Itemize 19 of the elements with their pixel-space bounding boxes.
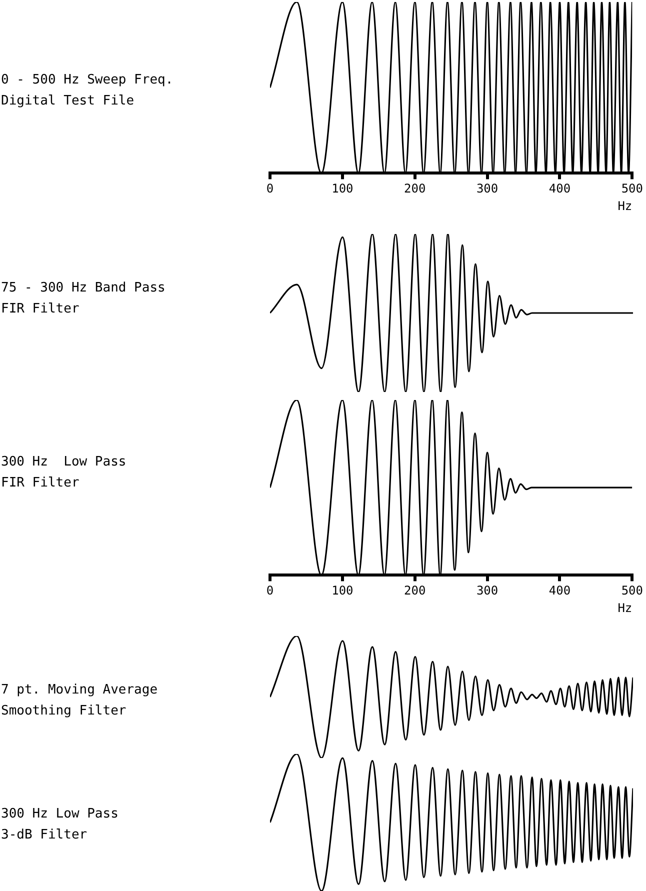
x-tick-label: 100 <box>332 584 354 598</box>
x-tick-label: 200 <box>404 182 426 196</box>
x-tick-label: 0 <box>266 584 274 598</box>
text: 75 - 300 Hz Band Pass FIR Filter <box>1 280 166 316</box>
x-axis-title: Hz <box>618 198 632 213</box>
x-tick-label: 500 <box>621 584 644 598</box>
text: 7 pt. Moving Average Smoothing Filter <box>1 682 158 718</box>
x-tick-label: 200 <box>404 584 426 598</box>
x-tick-label: 100 <box>332 182 354 196</box>
x-tick-label: 300 <box>476 584 498 598</box>
x-tick-label: 400 <box>548 584 571 598</box>
x-tick-label: 500 <box>621 182 644 196</box>
x-axis-title: Hz <box>618 600 632 615</box>
x-tick-label: 300 <box>476 182 498 196</box>
x-tick-label: 0 <box>266 182 274 196</box>
text: 300 Hz Low Pass FIR Filter <box>1 454 126 490</box>
text: 300 Hz Low Pass 3-dB Filter <box>1 806 118 842</box>
x-tick-label: 400 <box>548 182 571 196</box>
text: 0 - 500 Hz Sweep Freq. Digital Test File <box>1 72 174 108</box>
